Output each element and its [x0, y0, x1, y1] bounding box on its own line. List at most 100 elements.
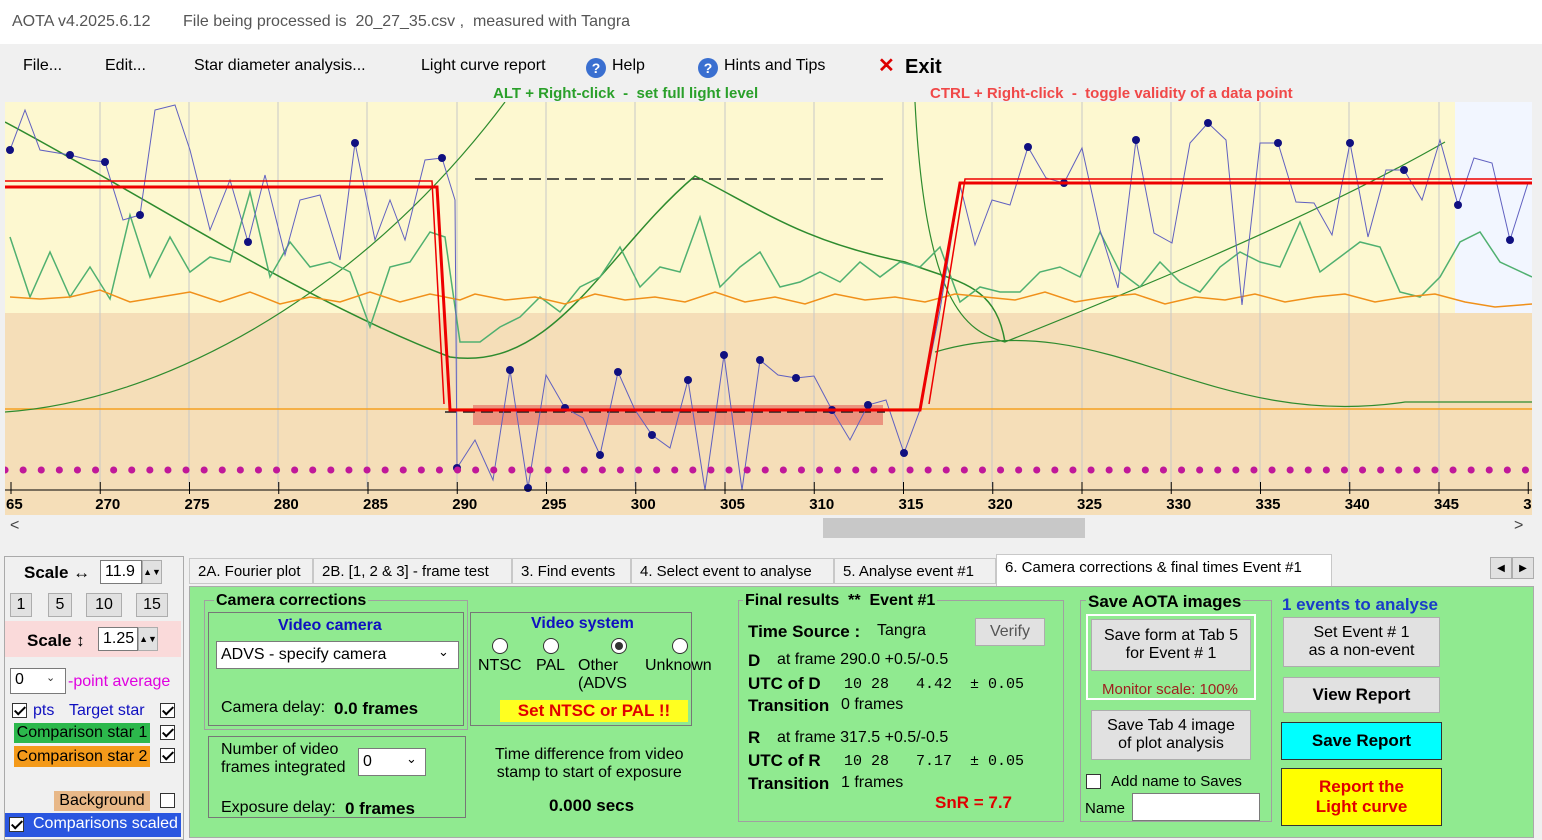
x-tick-label: 335 [1256, 496, 1281, 513]
name-input[interactable] [1132, 793, 1260, 821]
report-curve-button[interactable]: Report the Light curve [1281, 768, 1442, 826]
scroll-left[interactable]: < [10, 517, 20, 534]
plot-bg-corner [1455, 102, 1532, 313]
model-line-2 [5, 178, 1532, 405]
scale-v-label: Scale ↕ [27, 631, 85, 650]
menu-help[interactable]: Help [612, 57, 645, 74]
h-scrollbar[interactable] [0, 516, 1542, 540]
x-tick-label: 320 [988, 496, 1013, 513]
plot-bg-top [5, 102, 1532, 313]
menu-edit[interactable]: Edit... [105, 57, 146, 74]
tab[interactable]: 4. Select event to analyse [631, 558, 834, 584]
scroll-right[interactable]: > [1514, 517, 1524, 534]
time-diff-label: Time difference from video stamp to star… [495, 746, 684, 782]
camera-select[interactable]: ADVS - specify camera [216, 641, 459, 669]
set-non-event-button[interactable]: Set Event # 1 as a non-event [1283, 617, 1440, 667]
save-form-button[interactable]: Save form at Tab 5 for Event # 1 [1091, 619, 1251, 671]
video-system-title: Video system [531, 615, 634, 632]
r-transition: 1 frames [841, 774, 904, 791]
menu-light-curve[interactable]: Light curve report [421, 57, 546, 74]
background-checkbox[interactable] [160, 793, 175, 808]
x-tick-label: 340 [1345, 496, 1370, 513]
video-camera-title: Video camera [278, 617, 382, 634]
radio-label: Other (ADVS [578, 657, 627, 693]
app-title: AOTA v4.2025.6.12 [12, 13, 151, 30]
r-frame: at frame 317.5 +0.5/-0.5 [777, 729, 949, 746]
radio-pal[interactable] [543, 638, 559, 654]
x-tick-label: 325 [1077, 496, 1102, 513]
target-label: Target star [69, 702, 145, 719]
x-tick-label: 315 [899, 496, 924, 513]
save-tab4-button[interactable]: Save Tab 4 image of plot analysis [1091, 710, 1251, 760]
verify-button[interactable]: Verify [975, 618, 1045, 646]
scale-button[interactable]: 15 [136, 593, 168, 617]
background-label: Background [54, 791, 150, 811]
comp1-checkbox[interactable] [160, 725, 175, 740]
radio-other[interactable] [611, 638, 627, 654]
radio-unknown[interactable] [672, 638, 688, 654]
camera-title: Camera corrections [214, 592, 369, 611]
button-line: Light curve [1315, 797, 1408, 816]
comparisons-scaled-checkbox[interactable] [9, 817, 24, 832]
radio-ntsc[interactable] [492, 638, 508, 654]
snr: SnR = 7.7 [935, 793, 1013, 812]
button-line: Save form at Tab 5 [1104, 627, 1238, 644]
scale-button[interactable]: 1 [10, 593, 32, 617]
tab[interactable]: 5. Analyse event #1 [834, 558, 996, 584]
point-average-label: -point average [68, 673, 171, 690]
dropdown-arrow: ⌄ [406, 751, 417, 766]
hint-alt: ALT + Right-click - set full light level [493, 85, 759, 102]
scale-h-spinner[interactable]: ▲▼ [142, 560, 162, 584]
frames-integrated-select[interactable]: 0 [358, 748, 426, 776]
x-tick-label: 275 [185, 496, 210, 513]
hints-icon: ? [698, 58, 718, 78]
tab-scroll-right[interactable]: ▶ [1512, 557, 1534, 579]
view-report-button[interactable]: View Report [1283, 677, 1440, 713]
menu-hints[interactable]: Hints and Tips [724, 57, 826, 74]
tab[interactable]: 2A. Fourier plot [189, 558, 313, 584]
pts-checkbox[interactable] [12, 703, 27, 718]
utc-d-label: UTC of D [748, 674, 821, 693]
scale-h-input[interactable]: 11.9 [100, 560, 142, 584]
menu-star-diameter[interactable]: Star diameter analysis... [194, 57, 366, 74]
title-bar [0, 0, 1542, 44]
x-tick-label: 310 [809, 496, 834, 513]
model-line [5, 181, 1532, 412]
x-tick-label: 300 [631, 496, 656, 513]
scale-v-input[interactable]: 1.25 [98, 627, 138, 651]
button-line: Set Event # 1 [1313, 624, 1410, 641]
tab[interactable]: 3. Find events [512, 558, 631, 584]
d-label: D [748, 651, 761, 670]
scale-button[interactable]: 10 [86, 593, 122, 617]
frames-integrated-label: Number of video frames integrated [221, 741, 346, 777]
tab[interactable]: 2B. [1, 2 & 3] - frame test [313, 558, 512, 584]
menu-exit[interactable]: Exit [905, 56, 942, 78]
green-curve-2 [5, 102, 1532, 413]
tab-active[interactable]: 6. Camera corrections & final times Even… [996, 554, 1332, 586]
tab-scroll-left[interactable]: ◀ [1490, 557, 1512, 579]
file-info: File being processed is 20_27_35.csv , m… [183, 13, 631, 30]
time-source-label: Time Source : [748, 622, 861, 641]
scale-v-spinner[interactable]: ▲▼ [138, 627, 158, 651]
radio-label: NTSC [478, 657, 522, 674]
target-checkbox[interactable] [160, 703, 175, 718]
comp2-checkbox[interactable] [160, 748, 175, 763]
menu-file[interactable]: File... [23, 57, 63, 74]
events-count: 1 events to analyse [1282, 595, 1438, 614]
plot[interactable]: 65 270 275 280 285 290 295 300 305 310 315 320 325 33… [5, 102, 1532, 515]
save-report-button[interactable]: Save Report [1281, 722, 1442, 760]
point-average-select[interactable]: 0 [10, 668, 66, 694]
add-name-checkbox[interactable] [1086, 774, 1101, 789]
d-transition-label: Transition [748, 696, 830, 715]
scroll-thumb[interactable] [823, 518, 1085, 538]
integration-group [208, 736, 466, 818]
button-line: for Event # 1 [1125, 645, 1217, 662]
utc-r-label: UTC of R [748, 751, 821, 770]
radio-label: PAL [536, 657, 566, 674]
event-band [473, 405, 883, 425]
x-tick-label: 305 [720, 496, 745, 513]
scale-button[interactable]: 5 [48, 593, 72, 617]
comparisons-scaled-label: Comparisons scaled [33, 815, 178, 832]
utc-r-value: 10 28 7.17 ± 0.05 [844, 753, 1025, 770]
